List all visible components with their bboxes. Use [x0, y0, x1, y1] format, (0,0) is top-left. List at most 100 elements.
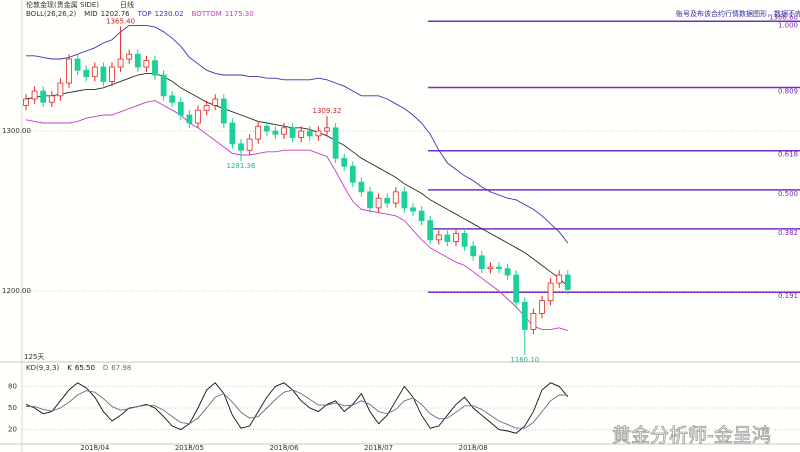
- legend-label: D: [103, 364, 108, 372]
- candle-body: [564, 274, 571, 290]
- fib-ratio: 0.500: [778, 190, 798, 198]
- band-line: [25, 72, 569, 287]
- candle-body: [367, 191, 373, 209]
- candle-body: [470, 245, 477, 257]
- candle-body: [384, 197, 391, 204]
- days-label: 125天: [24, 353, 44, 361]
- candle-body: [324, 127, 330, 132]
- candle-body: [66, 58, 72, 84]
- period-label: 日线: [120, 0, 134, 9]
- candle-body: [349, 165, 356, 183]
- candle-body: [281, 127, 287, 135]
- fib-price: 1368.60: [769, 13, 798, 21]
- extreme-label: 1365.40: [106, 17, 135, 25]
- candle-body: [530, 313, 537, 330]
- candle-body: [212, 98, 219, 106]
- kd-line: [25, 382, 569, 434]
- legend-value: 67.98: [111, 364, 131, 372]
- fib-ratio: 0.382: [778, 229, 798, 237]
- candle-body: [100, 66, 107, 82]
- kd-title: KD(9,3,3): [26, 364, 60, 372]
- candle-body: [91, 66, 98, 78]
- candle-body: [418, 210, 425, 222]
- x-tick-label: 2018/07: [364, 444, 393, 452]
- y-tick-label: 1200.00: [2, 287, 31, 295]
- chart-title: 伦敦金现(贵金属 SIDE): [26, 0, 99, 9]
- extreme-label: 1309.32: [313, 107, 342, 115]
- candle-body: [40, 90, 47, 103]
- x-tick-label: 2018/05: [175, 444, 204, 452]
- candle-body: [195, 109, 201, 124]
- candle-body: [539, 300, 545, 314]
- candle-body: [444, 234, 451, 242]
- candle-body: [109, 66, 115, 82]
- candle-body: [152, 60, 158, 76]
- watermark: 黄金分析师-金呈鸿: [612, 425, 771, 447]
- fib-ratio: 0.618: [778, 151, 798, 159]
- candle-body: [31, 90, 38, 100]
- band-line: [26, 24, 569, 244]
- candle-body: [203, 105, 210, 111]
- candle-body: [478, 255, 485, 270]
- candle-body: [375, 197, 382, 209]
- candle-body: [220, 98, 227, 124]
- candle-body: [487, 266, 494, 270]
- legend-label: TOP: [137, 10, 152, 18]
- legend-label: MID: [84, 10, 98, 18]
- x-tick-label: 2018/08: [459, 444, 488, 452]
- candle-body: [298, 130, 305, 138]
- candle-body: [83, 69, 90, 78]
- candle-body: [272, 130, 279, 135]
- candle-body: [23, 98, 29, 106]
- legend-label: K: [67, 364, 72, 372]
- candle-body: [126, 53, 133, 60]
- disclaimer: 账号及布该合约行情数据图形，数据不完整: [676, 9, 800, 18]
- y-tick-label: 50: [8, 404, 17, 412]
- candle-body: [435, 234, 442, 241]
- candle-body: [186, 114, 193, 124]
- legend-value: 1202.76: [101, 10, 130, 18]
- candle-body: [263, 125, 270, 132]
- candle-body: [74, 58, 81, 71]
- candle-body: [177, 101, 184, 116]
- candle-body: [401, 191, 408, 209]
- legend-value: 1175.30: [225, 10, 254, 18]
- fib-ratio: 0.191: [778, 292, 798, 300]
- candle-body: [255, 125, 262, 140]
- extreme-label: 1160.10: [510, 356, 539, 364]
- candle-body: [392, 191, 399, 204]
- fib-ratio: 0.809: [778, 87, 798, 95]
- kd-line: [26, 389, 568, 429]
- y-tick-label: 1300.00: [2, 127, 31, 135]
- legend-value: 1230.02: [155, 10, 184, 18]
- candle-body: [289, 127, 296, 138]
- y-tick-label: 80: [8, 382, 17, 390]
- candle-body: [134, 53, 141, 68]
- candle-body: [315, 130, 322, 137]
- candle-body: [160, 74, 167, 97]
- candle-body: [427, 220, 434, 241]
- y-tick-label: 20: [8, 426, 17, 434]
- candle-body: [332, 127, 339, 159]
- candle-body: [410, 207, 416, 212]
- candle-body: [306, 130, 313, 137]
- candle-body: [143, 60, 150, 68]
- candle-body: [169, 95, 176, 103]
- candle-body: [341, 157, 348, 167]
- x-tick-label: 2018/04: [80, 444, 110, 452]
- indicator-label: BOLL(26,26,2): [26, 10, 76, 18]
- fib-ratio: 1.000: [778, 21, 798, 29]
- candle-body: [229, 122, 236, 145]
- extreme-label: 1281.36: [227, 162, 256, 170]
- candle-body: [521, 301, 528, 330]
- candle-body: [453, 233, 459, 242]
- candle-body: [238, 143, 244, 151]
- candle-body: [513, 274, 520, 303]
- candle-body: [117, 58, 124, 68]
- legend-label: BOTTOM: [192, 10, 222, 18]
- candle-body: [547, 282, 554, 302]
- candle-body: [504, 268, 511, 276]
- candle-body: [556, 274, 563, 284]
